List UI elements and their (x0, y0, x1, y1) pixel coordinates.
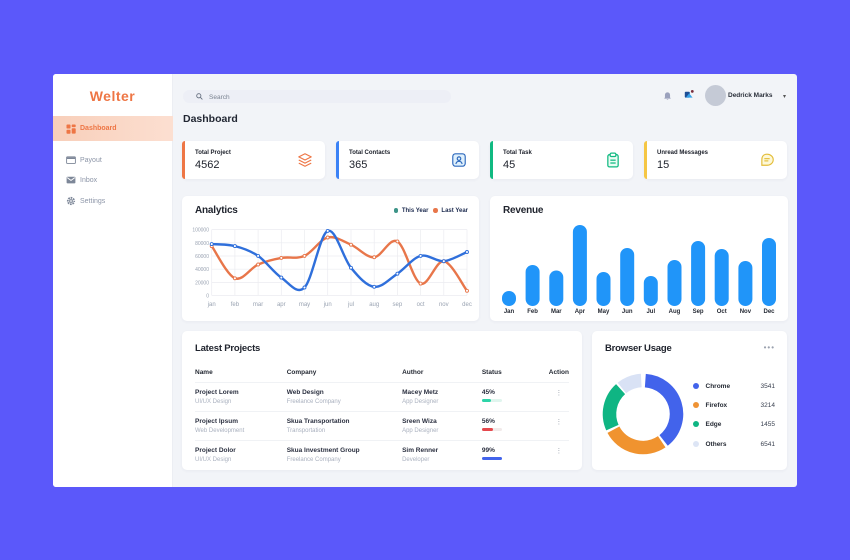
svg-text:Mar: Mar (551, 309, 562, 315)
svg-text:100000: 100000 (192, 228, 209, 234)
svg-text:Sep: Sep (693, 309, 704, 315)
svg-text:20000: 20000 (195, 280, 209, 286)
svg-text:40000: 40000 (195, 267, 209, 273)
svg-text:jan: jan (207, 302, 216, 308)
svg-text:Aug: Aug (669, 309, 681, 315)
svg-text:Dec: Dec (763, 309, 775, 315)
svg-text:80000: 80000 (195, 241, 209, 247)
svg-text:0: 0 (206, 293, 209, 299)
svg-text:may: may (299, 302, 310, 308)
svg-text:feb: feb (231, 302, 240, 308)
svg-text:Apr: Apr (575, 309, 586, 315)
svg-text:dec: dec (462, 302, 472, 308)
svg-text:jun: jun (323, 302, 332, 308)
svg-text:Jan: Jan (504, 309, 515, 315)
svg-text:aug: aug (369, 302, 379, 308)
svg-text:sep: sep (393, 302, 403, 308)
svg-text:Oct: Oct (717, 309, 727, 315)
svg-text:May: May (598, 309, 610, 315)
svg-text:mar: mar (253, 302, 263, 308)
svg-text:jul: jul (347, 302, 354, 308)
svg-text:nov: nov (439, 302, 449, 308)
svg-text:apr: apr (277, 302, 286, 308)
svg-text:Nov: Nov (740, 309, 752, 315)
svg-text:oct: oct (417, 302, 425, 308)
svg-text:Jun: Jun (622, 309, 633, 315)
svg-text:Feb: Feb (527, 309, 538, 315)
svg-text:Jul: Jul (646, 309, 655, 315)
svg-text:60000: 60000 (195, 254, 209, 260)
